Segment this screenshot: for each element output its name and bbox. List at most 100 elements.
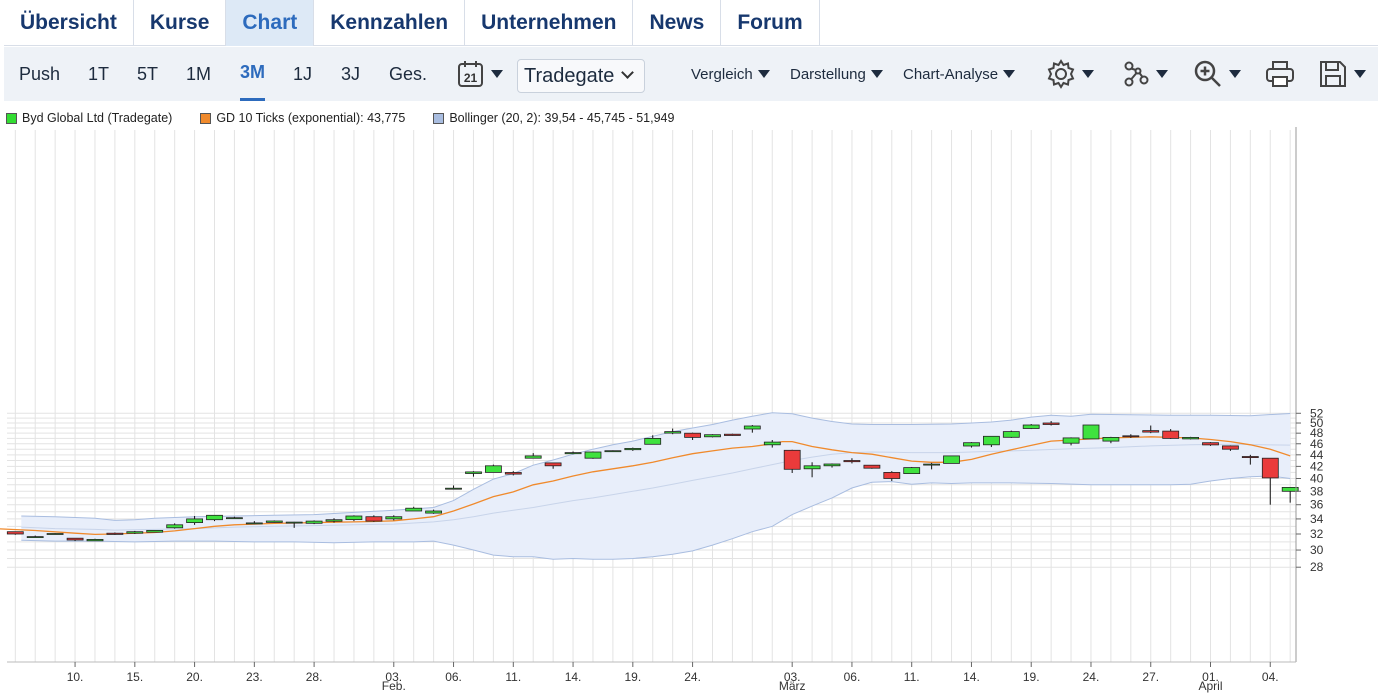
chevron-down-icon <box>870 70 883 78</box>
candle-body <box>1182 436 1199 440</box>
candle-body <box>405 507 423 512</box>
calendar-button[interactable]: 21 <box>456 57 503 91</box>
y-tick-label: 46 <box>1310 437 1324 451</box>
x-tick-label: 19. <box>624 670 641 684</box>
range-button-1t[interactable]: 1T <box>88 63 110 84</box>
bollinger-lower-line <box>21 475 1291 560</box>
range-button-push[interactable]: Push <box>19 63 61 84</box>
menu-vergleich[interactable]: Vergleich <box>691 47 770 101</box>
range-button-1j[interactable]: 1J <box>293 63 313 84</box>
zoom-button[interactable] <box>1192 57 1241 91</box>
range-button-5t[interactable]: 5T <box>137 63 159 84</box>
tab-chart[interactable]: Chart <box>226 0 315 46</box>
y-tick-label: 40 <box>1310 472 1324 486</box>
candle-body <box>146 529 164 533</box>
candle-body <box>1102 436 1120 442</box>
x-tick-label: 20. <box>186 670 203 684</box>
candle-body <box>484 465 502 473</box>
y-tick-label: 28 <box>1310 560 1324 574</box>
menu-darstellung[interactable]: Darstellung <box>790 47 883 101</box>
candle-body <box>206 514 223 521</box>
chevron-down-icon <box>1354 70 1366 78</box>
candle-body <box>644 437 662 445</box>
tab-kurse[interactable]: Kurse <box>134 0 227 46</box>
candle-body <box>763 441 781 446</box>
x-tick-label: 03. <box>385 670 402 684</box>
candle-body <box>86 538 104 542</box>
candle-body <box>1142 430 1160 433</box>
candle-body <box>425 510 443 514</box>
y-tick-label: 44 <box>1310 448 1324 462</box>
candle-body <box>1082 424 1100 440</box>
tab-kennzahlen[interactable]: Kennzahlen <box>314 0 466 46</box>
x-tick-month-label: Feb. <box>382 679 406 693</box>
x-tick-label: 10. <box>67 670 84 684</box>
candle-body <box>504 472 522 475</box>
candle-body <box>544 462 562 467</box>
x-tick-label: 04. <box>1262 670 1279 684</box>
save-button[interactable] <box>1317 57 1366 91</box>
y-tick-label: 32 <box>1310 527 1324 541</box>
y-tick-label: 30 <box>1310 543 1324 557</box>
drawing-tools-button[interactable] <box>1121 57 1168 91</box>
y-tick-label: 50 <box>1310 416 1324 430</box>
tab-forum[interactable]: Forum <box>721 0 820 46</box>
legend-swatch <box>6 112 17 124</box>
tab-news[interactable]: News <box>633 0 722 46</box>
x-tick-label: 03. <box>784 670 801 684</box>
candle-body <box>305 520 323 524</box>
candle-body <box>1162 430 1180 439</box>
candle-body <box>843 460 861 463</box>
y-tick-label: 42 <box>1310 459 1324 473</box>
x-tick-label: 28. <box>306 670 323 684</box>
chevron-down-icon <box>621 66 634 79</box>
candle-body <box>983 435 1000 446</box>
candle-body <box>684 432 701 438</box>
save-icon <box>1320 61 1346 87</box>
range-button-1m[interactable]: 1M <box>186 63 212 84</box>
candle-body <box>385 516 403 520</box>
candle-body <box>106 532 124 535</box>
x-tick-label: 06. <box>844 670 861 684</box>
exchange-select[interactable]: Tradegate <box>517 59 645 93</box>
candle-body <box>186 518 204 523</box>
range-button-3m[interactable]: 3M <box>240 47 266 101</box>
candle-body <box>1122 435 1140 438</box>
candle-body <box>1281 486 1299 492</box>
range-button-3j[interactable]: 3J <box>341 63 361 84</box>
candle-body <box>604 450 622 453</box>
menu-label: Vergleich <box>691 65 753 83</box>
print-button[interactable] <box>1264 57 1296 91</box>
range-button-ges[interactable]: Ges. <box>389 63 428 84</box>
legend-item-price: Byd Global Ltd (Tradegate) <box>6 109 172 127</box>
settings-button[interactable] <box>1045 57 1094 91</box>
candle-body <box>883 471 901 479</box>
chevron-down-icon <box>491 70 503 78</box>
candle-body <box>863 464 881 469</box>
x-tick-month-label: März <box>779 679 806 693</box>
x-tick-label: 15. <box>126 670 143 684</box>
candle-body <box>724 433 741 436</box>
candle-body <box>26 536 44 539</box>
candle-body <box>943 455 960 464</box>
x-tick-month-label: April <box>1198 679 1222 693</box>
tab-unternehmen[interactable]: Unternehmen <box>465 0 634 46</box>
y-tick-label: 34 <box>1310 512 1324 526</box>
candle-body <box>584 451 602 459</box>
candle-body <box>46 533 64 535</box>
chevron-down-icon <box>1156 70 1168 78</box>
candle-body <box>365 516 383 522</box>
candle-body <box>524 455 542 459</box>
candle-body <box>166 524 184 529</box>
legend-swatch <box>433 112 445 124</box>
chart-toolbar: Push 1T 5T 1M 3M 1J 3J Ges. 21 Tradegate Vergle… <box>4 47 1378 101</box>
x-tick-label: 27. <box>1142 670 1159 684</box>
tab--bersicht[interactable]: Übersicht <box>4 0 134 46</box>
candle-body <box>1042 422 1060 425</box>
candle-body <box>783 449 801 470</box>
x-tick-label: 14. <box>963 670 980 684</box>
menu-chart-analyse[interactable]: Chart-Analyse <box>903 47 1016 101</box>
legend-swatch <box>200 112 212 124</box>
y-tick-label: 38 <box>1310 484 1324 498</box>
